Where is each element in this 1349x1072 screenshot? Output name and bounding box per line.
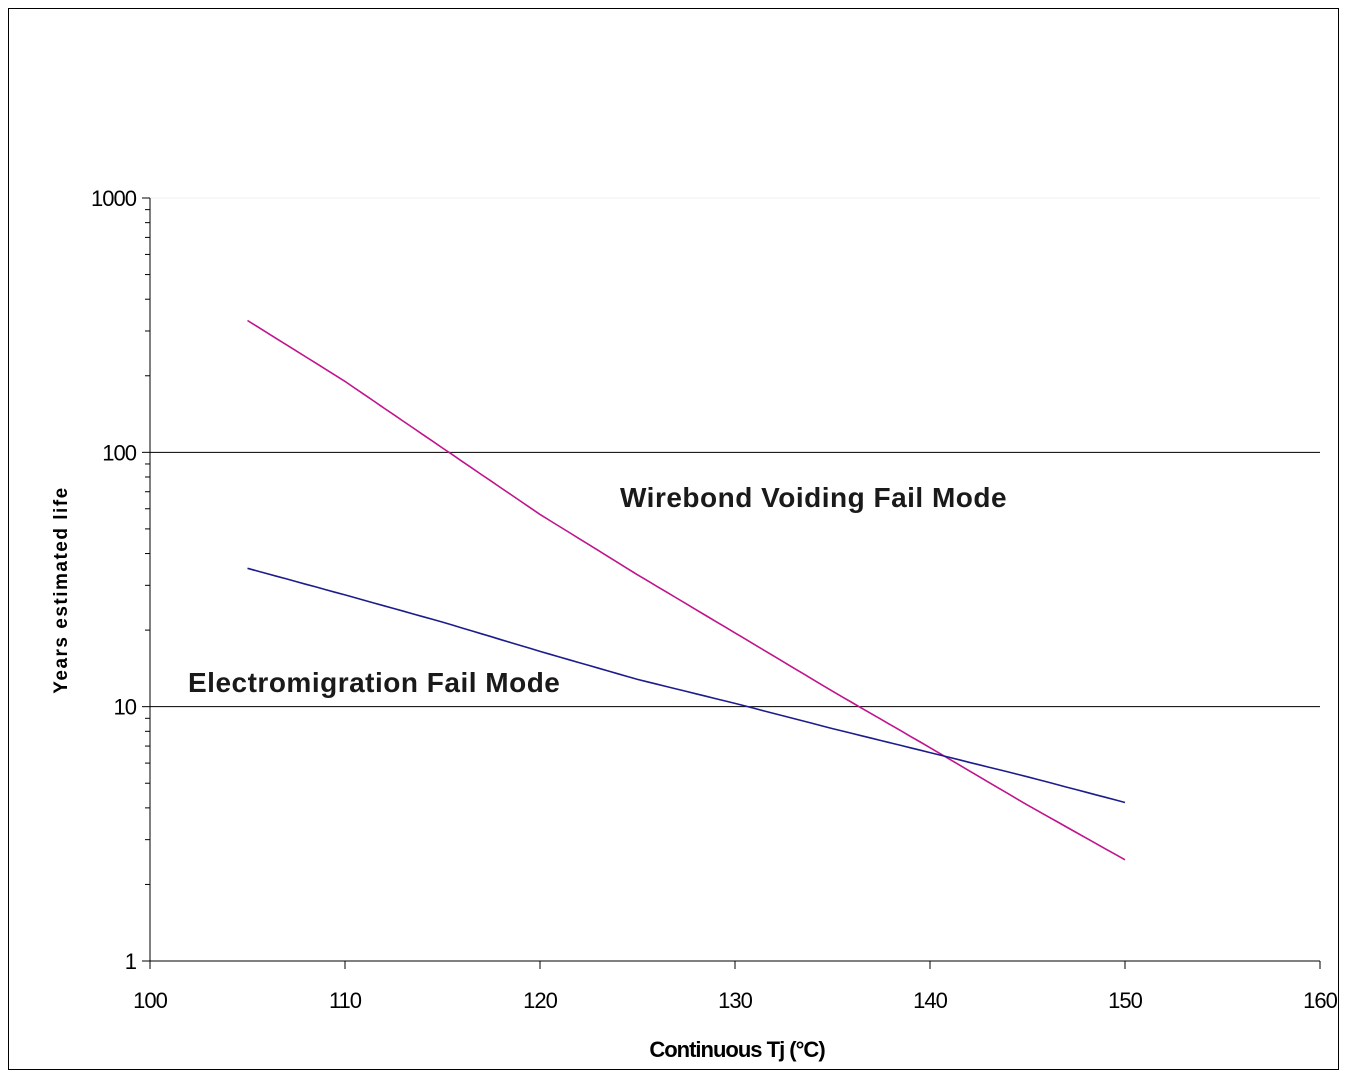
- chart-frame: [8, 8, 1339, 1070]
- x-tick-label: 120: [523, 988, 557, 1013]
- annotation-wirebond: Wirebond Voiding Fail Mode: [620, 482, 1007, 513]
- annotation-electromigration: Electromigration Fail Mode: [188, 667, 560, 698]
- labels-layer: Continuous Tj (°C) Years estimated life …: [51, 482, 1007, 1062]
- x-tick-label: 140: [913, 988, 947, 1013]
- x-tick-label: 130: [718, 988, 752, 1013]
- x-tick-label: 100: [133, 988, 167, 1013]
- y-tick-label: 1000: [91, 186, 137, 211]
- y-axis-title: Years estimated life: [51, 486, 72, 693]
- series-line-0: [247, 319, 1126, 861]
- x-tick-label: 150: [1108, 988, 1142, 1013]
- y-tick-label: 10: [114, 695, 137, 720]
- grid-layer: [150, 197, 1320, 708]
- y-tick-label: 100: [102, 440, 136, 465]
- series-line-1: [247, 567, 1126, 804]
- y-tick-label: 1: [125, 949, 137, 974]
- x-axis-title: Continuous Tj (°C): [649, 1037, 825, 1062]
- x-tick-label: 110: [329, 988, 362, 1013]
- x-tick-label: 160: [1303, 988, 1337, 1013]
- axes-layer: [149, 198, 1320, 962]
- series-layer: [247, 319, 1126, 861]
